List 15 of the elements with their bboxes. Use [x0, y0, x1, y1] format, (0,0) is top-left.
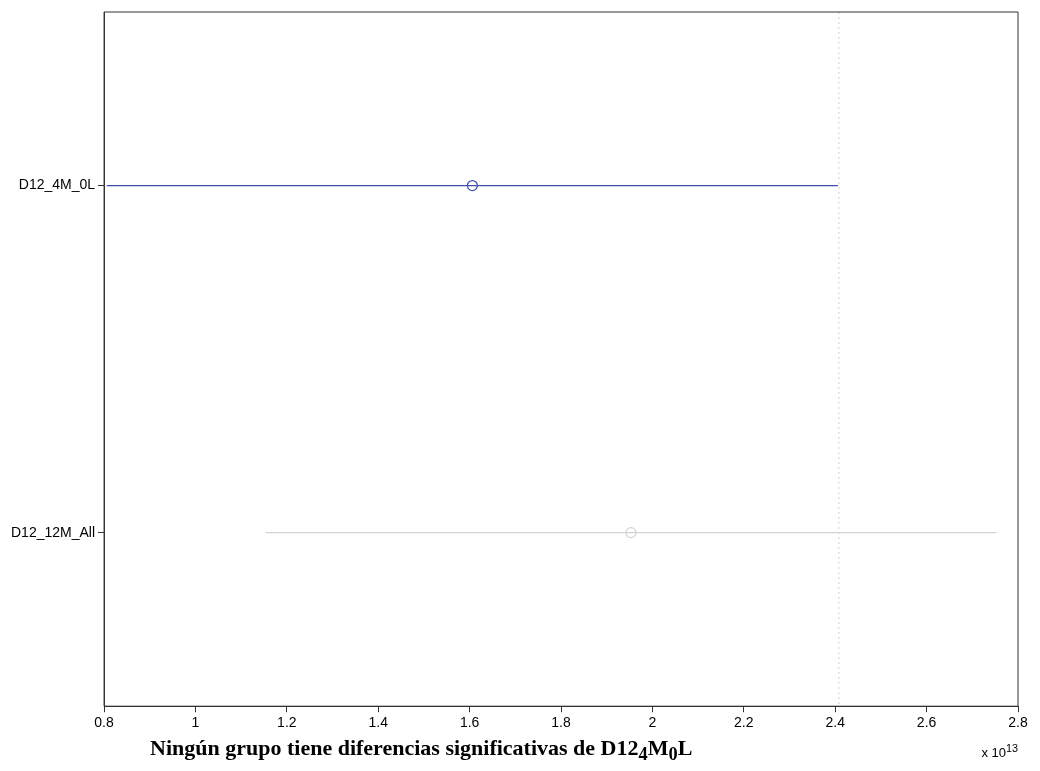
x-tick-label: 2.6: [916, 714, 937, 731]
x-tick-label: 1: [191, 714, 200, 731]
x-tick-label: 0.8: [94, 714, 114, 731]
x-tick-label: 1.2: [277, 714, 297, 731]
y-tick-label: D12_12M_All: [10, 523, 96, 540]
x-tick-label: 2: [648, 714, 657, 731]
y-tick-label: D12_4M_0L: [18, 176, 96, 193]
x-tick-label: 1.6: [459, 714, 480, 731]
x-tick-label: 1.8: [551, 714, 571, 731]
x-axis-title: Ningún grupo tiene diferencias significativas de D12$_{4}$M$_{0}$L: [150, 735, 693, 766]
x-tick-label: 2.2: [734, 714, 754, 731]
x-tick-label: 1.4: [368, 714, 389, 731]
x-tick-label: 2.4: [825, 714, 846, 731]
x-tick-label: 2.8: [1008, 714, 1028, 731]
text: x 10$^{13}$: [981, 742, 1018, 761]
